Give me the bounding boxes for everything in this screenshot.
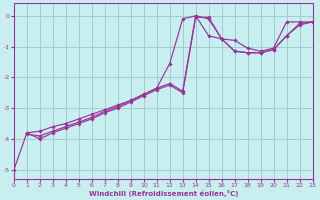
X-axis label: Windchill (Refroidissement éolien,°C): Windchill (Refroidissement éolien,°C) — [89, 190, 238, 197]
